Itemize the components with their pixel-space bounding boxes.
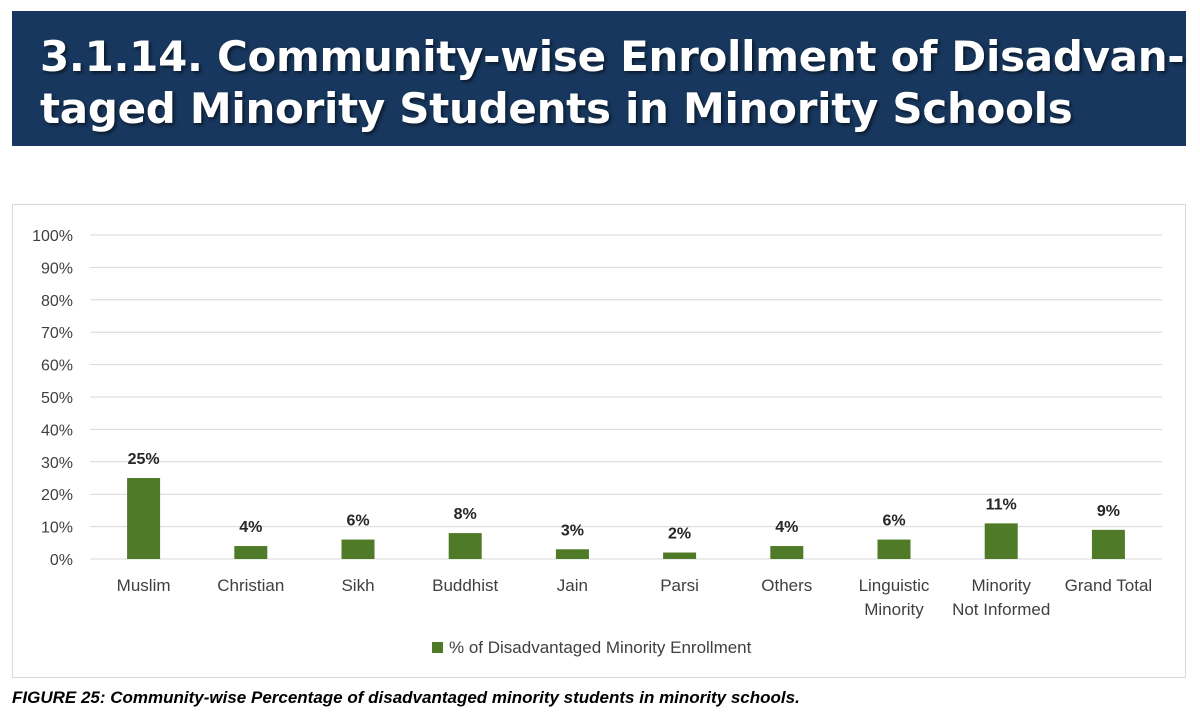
y-tick-label: 60% <box>41 358 73 375</box>
bar-others <box>770 546 804 559</box>
title-banner: 3.1.14. Community-wise Enrollment of Dis… <box>12 11 1186 146</box>
y-tick-label: 90% <box>41 260 73 277</box>
x-tick-label-line: Minority <box>971 576 1031 595</box>
x-tick-label-line: Muslim <box>117 576 171 595</box>
y-tick-label: 50% <box>41 390 73 407</box>
bar-linguistic-minority <box>877 539 911 559</box>
data-label: 6% <box>346 513 369 530</box>
y-tick-label: 70% <box>41 325 73 342</box>
data-label: 6% <box>882 513 905 530</box>
y-tick-label: 10% <box>41 520 73 537</box>
figure-caption: FIGURE 25: Community-wise Percentage of … <box>12 688 800 707</box>
data-label: 8% <box>454 506 477 523</box>
legend-swatch <box>432 642 443 653</box>
x-tick-label-line: Christian <box>217 576 284 595</box>
y-tick-label: 100% <box>32 228 73 245</box>
x-tick-label-line: Minority <box>864 600 924 619</box>
y-tick-label: 80% <box>41 293 73 310</box>
data-label: 3% <box>561 522 584 539</box>
x-tick-label: Grand Total <box>1065 576 1153 595</box>
chart-frame: 0% 10% 20% 30% 40% 50% 60% 70% 80% 90% 100% 25% Musl… <box>12 204 1186 678</box>
x-tick-label: Minority Not Informed <box>952 576 1050 619</box>
x-tick-label-line: Grand Total <box>1065 576 1153 595</box>
bar-muslim <box>127 478 161 559</box>
x-tick-label: Jain <box>557 576 588 595</box>
legend-label: % of Disadvantaged Minority Enrollment <box>449 638 752 657</box>
x-tick-label: Christian <box>217 576 284 595</box>
data-label: 25% <box>128 451 160 468</box>
bar-parsi <box>663 552 697 559</box>
bar-christian <box>234 546 268 559</box>
x-tick-label-line: Not Informed <box>952 600 1050 619</box>
x-tick-label-line: Buddhist <box>432 576 498 595</box>
page-title: 3.1.14. Community-wise Enrollment of Dis… <box>40 31 1186 135</box>
bar-buddhist <box>448 533 482 559</box>
bar-grand-total <box>1091 529 1125 559</box>
bar-sikh <box>341 539 375 559</box>
x-tick-label: Buddhist <box>432 576 498 595</box>
page-title-line-2: taged Minority Students in Minority Scho… <box>40 84 1073 133</box>
bar-jain <box>555 549 589 559</box>
x-tick-label-line: Linguistic <box>859 576 930 595</box>
x-tick-label: Others <box>761 576 812 595</box>
y-tick-label: 20% <box>41 487 73 504</box>
page-title-line-1: 3.1.14. Community-wise Enrollment of Dis… <box>40 32 1185 81</box>
x-tick-label-line: Jain <box>557 576 588 595</box>
x-tick-label: Sikh <box>341 576 374 595</box>
x-tick-label: Parsi <box>660 576 699 595</box>
data-label: 4% <box>239 519 262 536</box>
data-label: 4% <box>775 519 798 536</box>
data-label: 9% <box>1097 503 1120 520</box>
y-tick-label: 0% <box>50 552 73 569</box>
x-tick-label-line: Others <box>761 576 812 595</box>
x-tick-label: Linguistic Minority <box>859 576 930 619</box>
data-label: 2% <box>668 526 691 543</box>
bar-minority-not-informed <box>984 523 1018 559</box>
x-tick-label: Muslim <box>117 576 171 595</box>
y-tick-label: 40% <box>41 422 73 439</box>
x-tick-label-line: Sikh <box>341 576 374 595</box>
data-label: 11% <box>986 496 1017 513</box>
x-tick-label-line: Parsi <box>660 576 699 595</box>
bar-chart: 0% 10% 20% 30% 40% 50% 60% 70% 80% 90% 100% 25% Musl… <box>32 228 1162 657</box>
y-tick-label: 30% <box>41 455 73 472</box>
